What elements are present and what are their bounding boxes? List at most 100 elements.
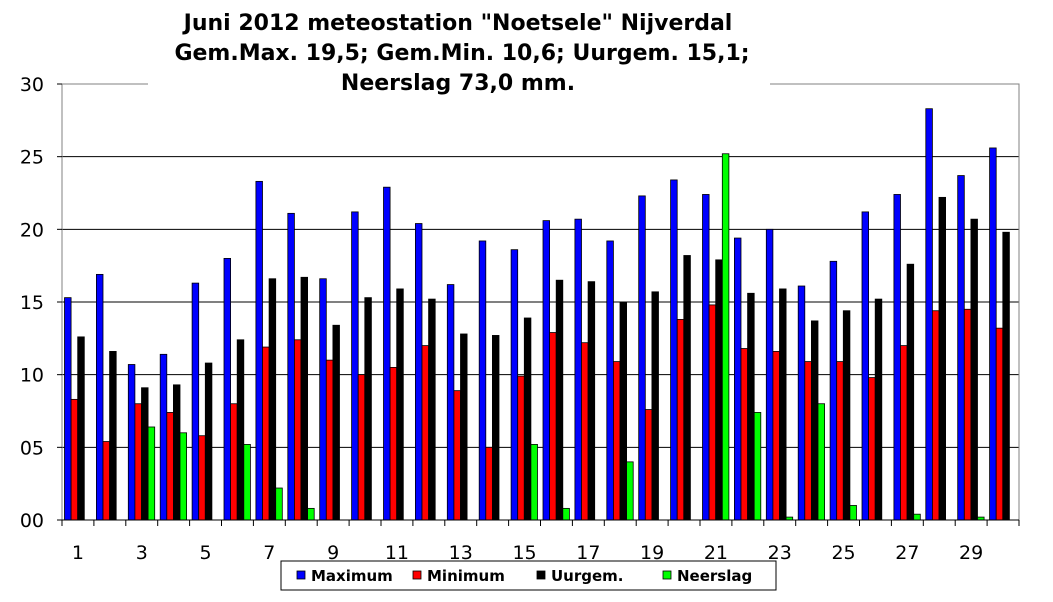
x-tick-label: 19 [640,542,664,564]
bar-maximum-day-13 [446,284,455,521]
x-tick-label: 21 [704,542,728,564]
bar-maximum-day-2 [96,273,104,521]
x-tick-label: 3 [136,542,148,564]
bar-maximum-day-17 [574,218,582,521]
bar-minimum-day-10 [357,374,366,521]
bar-uurgem-day-9 [332,324,340,521]
bar-maximum-day-5 [191,282,200,521]
bar-maximum-day-4 [159,353,168,521]
legend-label-uurgem: Uurgem. [551,567,624,585]
bar-maximum-day-22 [734,237,742,521]
bar-minimum-day-20 [676,319,685,521]
legend-swatch-minimum [412,570,422,580]
bar-uurgem-day-29 [970,218,978,521]
bar-minimum-day-27 [900,345,908,521]
bar-maximum-day-11 [383,186,391,521]
bar-maximum-day-26 [861,211,869,521]
x-tick-label: 17 [576,542,600,564]
bar-minimum-day-29 [963,308,972,521]
bar-uurgem-day-4 [172,384,181,521]
bar-neerslag-day-4 [179,432,187,521]
y-tick-label: 30 [20,74,44,96]
bar-uurgem-day-16 [555,279,564,521]
bar-maximum-day-25 [829,260,838,521]
bar-neerslag-day-15 [530,444,538,521]
bar-maximum-day-15 [510,249,519,521]
x-tick-label: 27 [895,542,919,564]
x-tick-label: 9 [327,542,339,564]
bar-uurgem-day-6 [236,339,245,521]
bar-uurgem-day-24 [811,320,819,521]
bar-uurgem-day-11 [396,288,404,521]
bar-uurgem-day-26 [874,298,883,521]
bar-minimum-day-13 [453,390,461,521]
legend-label-neerslag: Neerslag [677,567,752,585]
bar-maximum-day-30 [989,147,997,521]
y-tick-label: 15 [20,292,44,314]
bar-minimum-day-24 [804,361,812,521]
grid-lines [62,156,1019,448]
bar-maximum-day-14 [478,240,487,521]
bar-uurgem-day-5 [204,362,213,521]
bar-uurgem-day-22 [747,292,755,521]
y-tick-label: 25 [20,147,44,169]
chart-title-line-3: Neerslag 73,0 mm. [341,71,575,96]
bar-neerslag-day-22 [753,412,762,521]
bar-uurgem-day-21 [715,259,723,521]
x-tick-label: 11 [385,542,409,564]
bar-maximum-day-18 [606,240,614,521]
x-tick-label: 7 [263,542,275,564]
legend-swatch-maximum [296,570,306,580]
bar-minimum-day-6 [230,403,238,521]
bar-minimum-day-17 [581,342,589,521]
bar-maximum-day-7 [255,180,263,521]
x-tick-label: 23 [768,542,792,564]
bar-minimum-day-18 [613,361,621,521]
bar-uurgem-day-20 [683,255,691,521]
x-tick-label: 29 [959,542,983,564]
x-tick-label: 15 [512,542,536,564]
y-tick-label: 00 [20,510,44,532]
legend-label-minimum: Minimum [427,567,505,585]
bar-minimum-day-12 [421,345,429,521]
bar-neerslag-day-3 [147,426,156,521]
legend-swatch-uurgem [536,570,546,580]
chart-title-line-2: Gem.Max. 19,5; Gem.Min. 10,6; Uurgem. 15… [174,41,749,66]
bar-neerslag-day-24 [817,403,825,521]
bar-maximum-day-28 [925,108,933,521]
bar-uurgem-day-19 [651,291,659,521]
y-tick-label: 05 [20,437,44,459]
bar-maximum-day-10 [351,211,359,521]
bar-uurgem-day-10 [364,297,372,521]
bar-minimum-day-7 [262,346,270,521]
bar-maximum-day-16 [542,220,550,521]
bar-maximum-day-27 [893,194,901,521]
bar-minimum-day-25 [836,361,844,521]
bar-maximum-day-21 [702,194,710,521]
bar-maximum-day-8 [287,212,295,521]
bar-minimum-day-15 [517,375,525,521]
bar-maximum-day-20 [670,179,678,521]
bar-minimum-day-16 [549,332,557,521]
bar-maximum-day-29 [957,175,965,521]
bar-maximum-day-23 [765,228,774,521]
chart-title-line-1: Juni 2012 meteostation "Noetsele" Nijver… [182,11,733,36]
bar-minimum-day-3 [134,403,142,521]
bar-minimum-day-14 [485,446,493,521]
bar-minimum-day-1 [70,398,79,521]
bar-uurgem-day-8 [300,276,308,521]
bar-neerslag-day-16 [562,507,570,521]
legend: Maximum Minimum Uurgem. Neerslag [280,560,777,591]
bar-neerslag-day-8 [307,507,315,521]
bar-uurgem-day-15 [523,317,532,521]
bar-neerslag-day-27 [913,513,921,521]
bar-uurgem-day-27 [906,263,915,521]
bar-neerslag-day-6 [243,444,251,521]
x-tick-label: 1 [72,542,84,564]
bar-maximum-day-1 [64,297,72,521]
x-tick-label: 5 [200,542,212,564]
y-tick-label: 10 [20,365,44,387]
bar-minimum-day-4 [166,412,174,521]
bar-minimum-day-11 [389,366,398,521]
bar-uurgem-day-25 [842,310,851,521]
